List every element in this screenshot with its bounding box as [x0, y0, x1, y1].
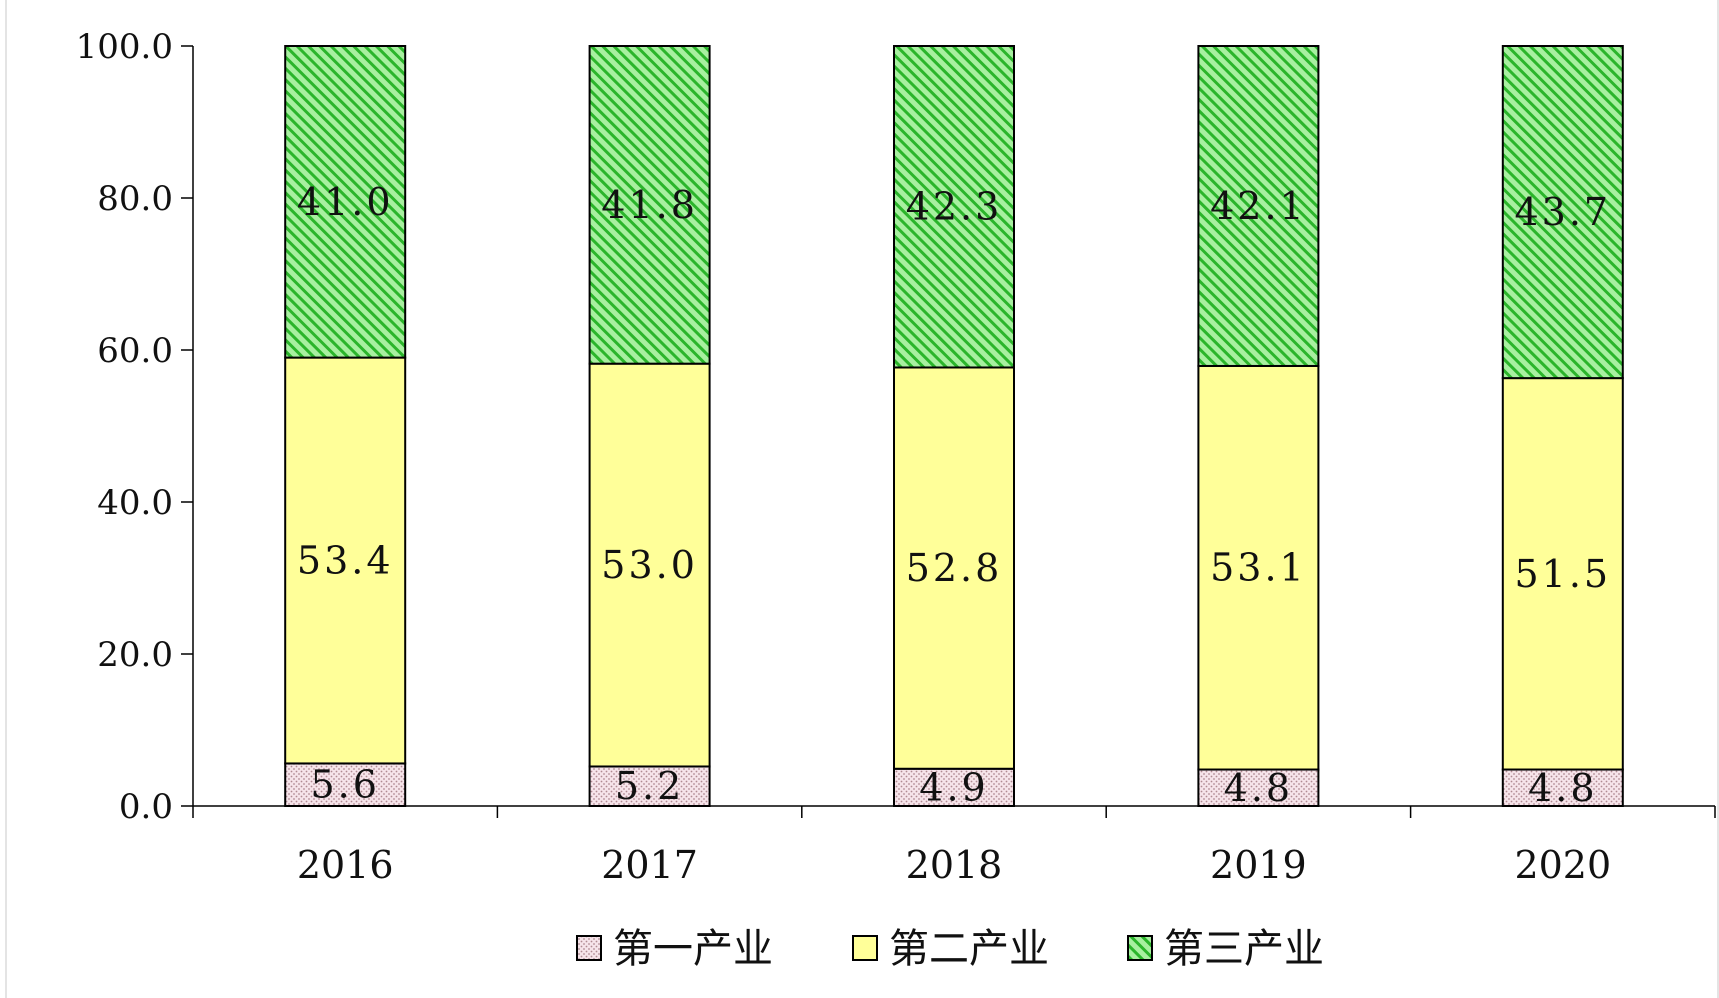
bar-segment-1 [1197, 768, 1320, 808]
x-category-label: 2018 [906, 843, 1003, 887]
bar-segment-3 [588, 45, 711, 365]
bar-segment-2 [284, 356, 407, 765]
data-label: 53.1 [1210, 546, 1307, 590]
y-axis: 0.0 20.0 40.0 60.0 80.0 100.0 [76, 27, 194, 827]
data-label: 5.2 [615, 764, 684, 808]
bar-segment-3 [1197, 45, 1320, 367]
data-label: 41.0 [297, 180, 394, 224]
legend-label: 第二产业 [889, 926, 1049, 972]
y-tick-label: 0.0 [119, 787, 173, 827]
bar-segment-2 [893, 366, 1015, 770]
bar-segment-2 [1501, 377, 1624, 771]
y-tick-label: 20.0 [97, 635, 173, 675]
data-label: 5.6 [310, 763, 379, 807]
chart-border [5, 0, 1719, 998]
bar-series-group: 5.6 53.4 41.0 5.2 53.0 41.8 4.9 52.8 42.3 4.8 53.1… [284, 45, 1624, 810]
legend-label: 第三产业 [1164, 926, 1324, 972]
y-tick-label: 80.0 [97, 179, 173, 219]
data-label: 42.3 [906, 185, 1003, 229]
data-label: 4.9 [919, 765, 988, 809]
data-label: 43.7 [1514, 190, 1611, 234]
data-label: 4.8 [1224, 766, 1293, 810]
bar-segment-1 [284, 762, 407, 808]
data-label: 4.8 [1528, 766, 1597, 810]
legend-swatch [576, 935, 602, 961]
y-tick-label: 40.0 [97, 483, 173, 523]
legend-swatch [852, 935, 878, 961]
bar-segment-2 [588, 362, 711, 768]
legend-swatch [1127, 935, 1153, 961]
bar-segment-3 [893, 45, 1015, 369]
data-label: 53.4 [297, 539, 394, 583]
data-label: 51.5 [1514, 552, 1611, 596]
x-category-label: 2017 [601, 843, 698, 887]
data-label: 42.1 [1210, 184, 1307, 228]
bar-segment-3 [284, 45, 407, 359]
x-category-label: 2020 [1514, 843, 1611, 887]
bar-segment-1 [893, 767, 1015, 808]
data-label: 52.8 [906, 546, 1003, 590]
x-axis: 2016 2017 2018 2019 2020 [192, 805, 1716, 887]
y-tick-label: 100.0 [76, 27, 173, 67]
x-category-label: 2019 [1210, 843, 1307, 887]
bar-segment-3 [1501, 45, 1624, 380]
legend: 第一产业 第二产业 第三产业 [576, 926, 1324, 972]
bar-segment-1 [1501, 768, 1624, 808]
data-label: 41.8 [601, 183, 698, 227]
bar-segment-1 [588, 765, 711, 807]
bar-segment-2 [1197, 364, 1320, 771]
y-tick-label: 60.0 [97, 331, 173, 371]
legend-label: 第一产业 [613, 926, 773, 972]
x-category-label: 2016 [297, 843, 394, 887]
data-label: 53.0 [601, 543, 698, 587]
